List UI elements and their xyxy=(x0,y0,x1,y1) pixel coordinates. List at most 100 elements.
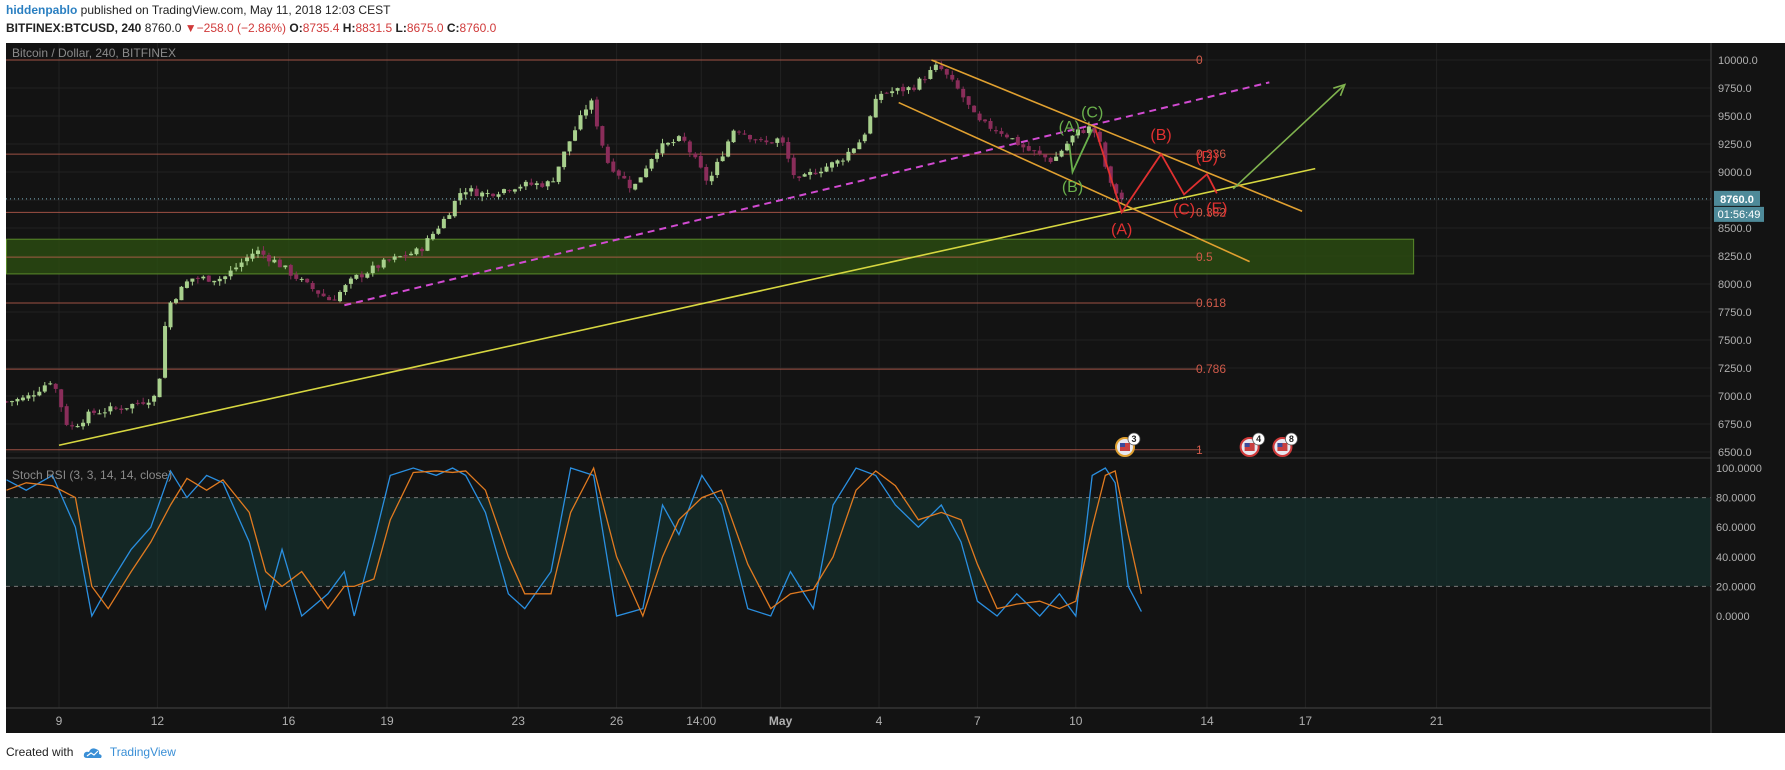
green-wave-label: (A) xyxy=(1059,119,1080,136)
candle-body xyxy=(583,109,588,116)
chart-container[interactable]: 0 0.236 0.382 0.5 0.618 0.786 1 (A) (B) (C) (A) (B… xyxy=(4,43,1785,733)
candle-body xyxy=(463,192,468,195)
candle-body xyxy=(348,278,353,284)
candle-body xyxy=(419,248,424,252)
candle-body xyxy=(720,156,725,162)
trendline-upper-channel[interactable] xyxy=(931,59,1303,212)
candle-body xyxy=(343,285,348,293)
candle-body xyxy=(928,70,933,79)
time-tick-label: 12 xyxy=(151,714,165,728)
stoch-tick-label: 60.0000 xyxy=(1716,522,1756,534)
candle-body xyxy=(184,281,189,288)
candle-body xyxy=(1081,130,1086,134)
candle-body xyxy=(266,255,271,262)
time-axis[interactable]: 9 12 16 19 23 26 14:00 May 4 7 10 14 17 21 xyxy=(56,714,1444,728)
candle-body xyxy=(452,200,457,217)
bar-countdown-tag xyxy=(1714,206,1764,222)
candle-body xyxy=(556,166,561,182)
stoch-rsi-title: Stoch RSI (3, 3, 14, 14, close) xyxy=(12,468,172,482)
trendline-rising-support[interactable] xyxy=(58,167,1316,447)
candle-body xyxy=(747,135,752,140)
fib-level-label: 0.5 xyxy=(1196,250,1213,264)
trendlines[interactable] xyxy=(6,59,1711,447)
high-label: H: xyxy=(342,21,356,35)
candle-body xyxy=(398,256,403,258)
candle-body xyxy=(327,297,332,301)
publish-info: published on TradingView.com, May 11, 20… xyxy=(80,3,391,17)
candle-body xyxy=(523,181,528,187)
candle-body xyxy=(206,275,211,282)
candle-body xyxy=(228,270,233,277)
footer: Created with TradingView xyxy=(6,745,176,759)
candle-body xyxy=(786,141,791,159)
candle-body xyxy=(731,130,736,143)
candle-body xyxy=(1086,126,1091,134)
candle-body xyxy=(764,140,769,143)
candle-body xyxy=(376,265,381,268)
candle-body xyxy=(190,278,195,282)
stoch-rsi-pane xyxy=(6,466,1711,618)
candle-body xyxy=(1032,150,1037,152)
candle-body xyxy=(135,402,140,404)
open-label: O: xyxy=(289,21,303,35)
event-count-badge xyxy=(1127,432,1141,446)
price-tick-label: 7000.0 xyxy=(1718,391,1752,403)
candle-body xyxy=(890,91,895,94)
candle-body xyxy=(75,426,80,428)
last-price: 8760.0 xyxy=(144,21,182,35)
candle-body xyxy=(168,302,173,328)
candle-body xyxy=(545,181,550,187)
candle-body xyxy=(20,397,25,401)
fib-level-label: 0.236 xyxy=(1196,147,1226,161)
time-tick-label: 16 xyxy=(282,714,296,728)
candle-body xyxy=(458,193,463,201)
candle-body xyxy=(381,259,386,268)
stoch-axis[interactable]: 0.0000 20.0000 40.0000 60.0000 80.0000 100.00… xyxy=(1716,463,1762,623)
candle-body xyxy=(993,130,998,132)
price-tick-label: 6500.0 xyxy=(1718,447,1752,459)
candle-body xyxy=(250,253,255,259)
candle-body xyxy=(1015,136,1020,145)
economic-events[interactable]: 3 4 8 xyxy=(1115,432,1298,457)
candle-body xyxy=(605,146,610,163)
candle-body xyxy=(261,250,266,255)
target-arrow-line[interactable] xyxy=(1232,84,1346,190)
tradingview-link[interactable]: TradingView xyxy=(109,745,176,759)
candle-body xyxy=(540,183,545,187)
candle-body xyxy=(616,170,621,176)
candle-body xyxy=(742,133,747,135)
fib-level-label: 0.618 xyxy=(1196,296,1226,310)
candle-body xyxy=(988,121,993,129)
flag-canton xyxy=(1277,443,1283,447)
target-arrow-head[interactable] xyxy=(1333,83,1347,97)
candle-body xyxy=(857,142,862,150)
candle-body xyxy=(392,256,397,260)
candle-body xyxy=(797,176,802,178)
candle-body xyxy=(474,188,479,197)
candle-body xyxy=(1010,138,1015,140)
trendline-lower-channel[interactable] xyxy=(898,101,1250,263)
candle-body xyxy=(824,166,829,172)
candle-body xyxy=(387,259,392,261)
candle-body xyxy=(370,265,375,274)
candle-body xyxy=(562,151,567,168)
time-tick-label: 23 xyxy=(512,714,526,728)
candle-body xyxy=(895,88,900,91)
candle-body xyxy=(359,274,364,278)
candle-body xyxy=(644,168,649,178)
candle-body xyxy=(665,142,670,145)
candle-body xyxy=(961,88,966,98)
candle-body xyxy=(567,141,572,152)
red-wave-label: (D) xyxy=(1196,149,1218,166)
candle-body xyxy=(660,143,665,154)
author-name[interactable]: hiddenpablo xyxy=(6,3,78,17)
quote-line: BITFINEX:BTCUSD, 240 8760.0 ▼−258.0 (−2.… xyxy=(6,21,496,37)
trendline-pink-channel[interactable] xyxy=(344,81,1270,307)
candle-body xyxy=(671,142,676,144)
candle-body xyxy=(64,406,69,425)
candle-body xyxy=(802,174,807,177)
candle-body xyxy=(933,64,938,70)
candle-body xyxy=(212,280,217,283)
candle-body xyxy=(152,395,157,402)
